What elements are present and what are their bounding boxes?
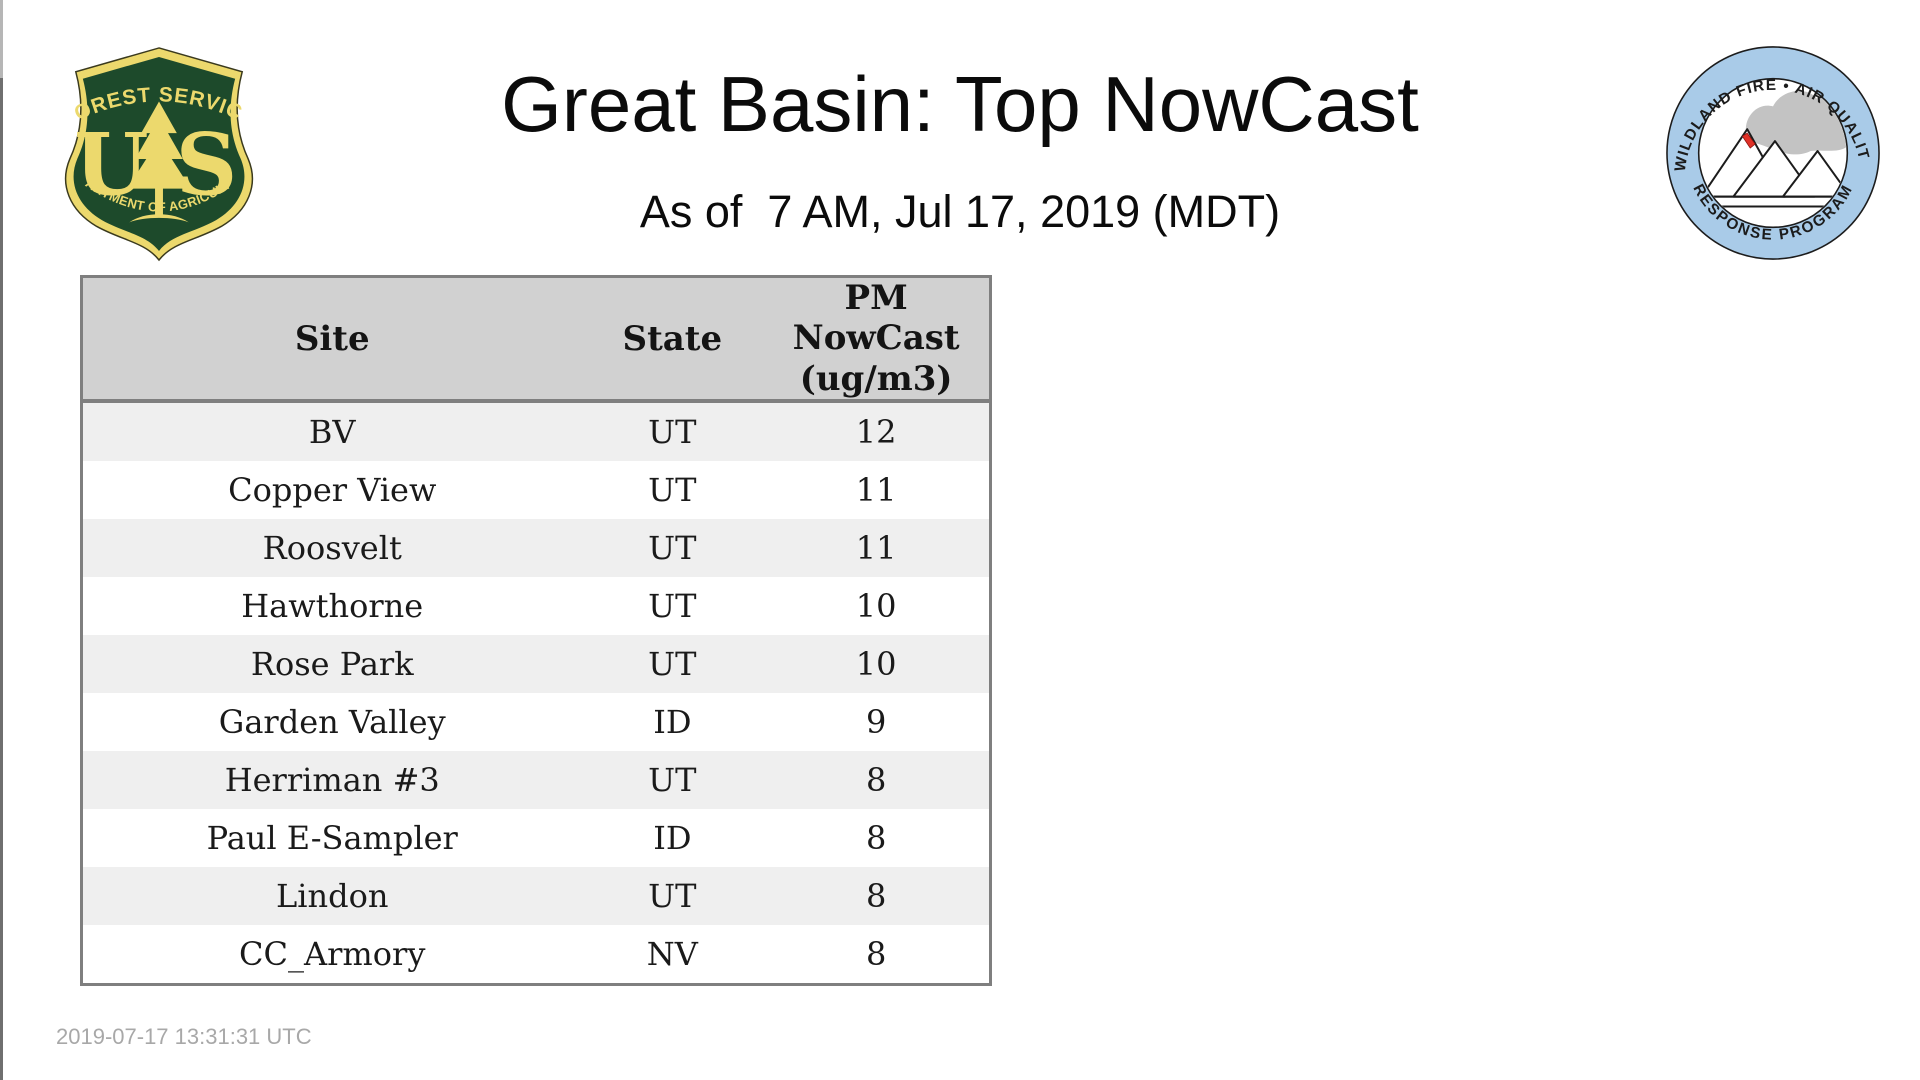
footer-timestamp: 2019-07-17 13:31:31 UTC [56, 1024, 312, 1049]
site-cell: Rose Park [250, 645, 414, 683]
air-quality-program-logo-icon: WILDLAND FIRE • AIR QUALITY RESPONSE PRO… [1664, 44, 1880, 260]
value-cell: 9 [865, 703, 887, 741]
state-cell: UT [648, 877, 697, 915]
table-header-row: Site State PM NowCast (ug/m3) [81, 276, 991, 403]
ground-lines [1699, 195, 1847, 208]
column-header-state: State [581, 276, 764, 403]
column-header-pm-nowcast-text: PM NowCast (ug/m3) [792, 278, 960, 399]
table-row: Paul E-Sampler ID 8 [81, 809, 991, 867]
state-cell: UT [648, 587, 697, 625]
table-row: Hawthorne UT 10 [81, 577, 991, 635]
state-cell: UT [648, 413, 697, 451]
state-cell: ID [653, 819, 692, 857]
flame-icon [1741, 132, 1756, 149]
value-cell: 10 [855, 587, 897, 625]
state-cell: UT [648, 471, 697, 509]
site-cell: Herriman #3 [224, 761, 440, 799]
state-cell: UT [648, 529, 697, 567]
site-cell: Lindon [275, 877, 389, 915]
value-cell: 10 [855, 645, 897, 683]
site-cell: CC_Armory [239, 935, 426, 973]
site-cell: Paul E-Sampler [206, 819, 458, 857]
table-row: Herriman #3 UT 8 [81, 751, 991, 809]
monogram-u: U [74, 116, 148, 216]
nowcast-table: Site State PM NowCast (ug/m3) BV UT 12 C… [80, 275, 992, 986]
table-row: Roosvelt UT 11 [81, 519, 991, 577]
table-row: Rose Park UT 10 [81, 635, 991, 693]
value-cell: 8 [865, 935, 887, 973]
site-cell: Garden Valley [218, 703, 446, 741]
table-row: Garden Valley ID 9 [81, 693, 991, 751]
site-cell: Copper View [228, 471, 437, 509]
table-row: BV UT 12 [81, 401, 991, 461]
column-header-site: Site [81, 276, 582, 403]
page-subtitle: As of 7 AM, Jul 17, 2019 (MDT) [639, 186, 1281, 237]
state-cell: NV [646, 935, 698, 973]
value-cell: 11 [855, 471, 897, 509]
pine-tree-icon [127, 101, 191, 223]
site-cell: BV [308, 413, 356, 451]
forest-service-logo-icon: FOREST SERVICE U S DEPARTMENT OF AGRICUL… [58, 44, 254, 262]
screen-edge-line-bottom [0, 78, 3, 1080]
state-cell: UT [648, 761, 697, 799]
state-cell: UT [648, 645, 697, 683]
screen-edge-line-top [0, 0, 3, 78]
value-cell: 12 [855, 413, 897, 451]
table-row: CC_Armory NV 8 [81, 925, 991, 985]
site-cell: Roosvelt [262, 529, 402, 567]
page-title: Great Basin: Top NowCast [501, 60, 1419, 148]
site-cell: Hawthorne [241, 587, 424, 625]
value-cell: 11 [855, 529, 897, 567]
state-cell: ID [653, 703, 692, 741]
value-cell: 8 [865, 877, 887, 915]
value-cell: 8 [865, 761, 887, 799]
table-row: Copper View UT 11 [81, 461, 991, 519]
table-row: Lindon UT 8 [81, 867, 991, 925]
monogram-s: S [176, 116, 238, 216]
value-cell: 8 [865, 819, 887, 857]
column-header-pm-nowcast: PM NowCast (ug/m3) [763, 276, 991, 403]
